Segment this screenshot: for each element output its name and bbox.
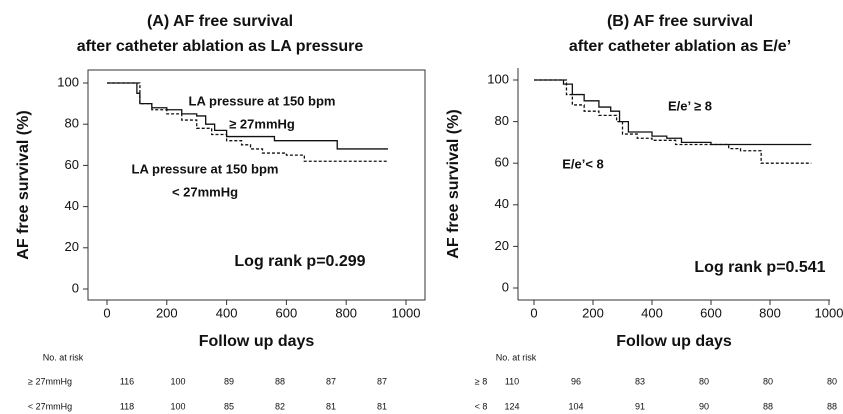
- risk-count: 100: [170, 401, 185, 411]
- x-tick-label: 0: [530, 305, 537, 320]
- x-tick-label: 0: [103, 305, 110, 320]
- chart-title: (A) AF free survival: [147, 13, 293, 30]
- y-tick-label: 80: [65, 116, 79, 131]
- risk-count: 87: [377, 376, 387, 386]
- x-tick-label: 800: [335, 305, 357, 320]
- annotation: E/e’ ≥ 8: [668, 98, 712, 113]
- y-tick-label: 0: [502, 279, 509, 294]
- y-tick-label: 100: [487, 71, 509, 86]
- chart-subtitle: after catheter ablation as E/e’: [569, 38, 791, 55]
- chart-title: (B) AF free survival: [607, 13, 753, 30]
- x-tick-label: 400: [216, 305, 238, 320]
- x-tick-label: 800: [759, 305, 781, 320]
- annotation: E/e’< 8: [562, 156, 604, 171]
- risk-count: 88: [275, 376, 285, 386]
- risk-count: 116: [120, 376, 134, 386]
- risk-count: 88: [763, 401, 773, 411]
- y-tick-label: 40: [65, 198, 79, 213]
- annotation: LA pressure at 150 bpm: [189, 93, 336, 108]
- y-tick-label: 20: [65, 239, 79, 254]
- risk-label: < 8: [475, 401, 488, 411]
- risk-count: 88: [827, 401, 837, 411]
- risk-count: 118: [120, 401, 134, 411]
- risk-count: 89: [224, 376, 234, 386]
- risk-count: 124: [504, 401, 519, 411]
- risk-count: 81: [377, 401, 387, 411]
- y-tick-label: 60: [495, 155, 509, 170]
- y-axis-label: AF free survival (%): [15, 110, 32, 259]
- y-tick-label: 60: [65, 157, 79, 172]
- y-tick-label: 40: [495, 196, 509, 211]
- annotation: < 27mmHg: [172, 184, 238, 199]
- x-tick-label: 400: [641, 305, 663, 320]
- risk-title: No. at risk: [43, 352, 84, 362]
- survival-curve: [107, 82, 389, 162]
- risk-count: 81: [326, 401, 336, 411]
- risk-count: 87: [326, 376, 336, 386]
- x-tick-label: 200: [156, 305, 178, 320]
- x-tick-label: 1000: [392, 305, 421, 320]
- risk-label: ≥ 27mmHg: [28, 376, 72, 386]
- risk-count: 85: [224, 401, 234, 411]
- log-rank: Log rank p=0.299: [234, 253, 365, 270]
- x-axis-label: Follow up days: [199, 333, 315, 350]
- log-rank: Log rank p=0.541: [694, 259, 825, 276]
- risk-count: 91: [635, 401, 645, 411]
- risk-label: < 27mmHg: [28, 401, 72, 411]
- risk-count: 100: [170, 376, 185, 386]
- risk-count: 82: [275, 401, 285, 411]
- risk-count: 104: [568, 401, 583, 411]
- risk-count: 90: [699, 401, 709, 411]
- risk-count: 80: [827, 376, 837, 386]
- y-tick-label: 20: [495, 238, 509, 253]
- x-tick-label: 600: [276, 305, 298, 320]
- y-axis-label: AF free survival (%): [445, 109, 462, 258]
- y-tick-label: 0: [72, 280, 79, 295]
- x-tick-label: 200: [582, 305, 604, 320]
- x-tick-label: 600: [700, 305, 722, 320]
- risk-count: 83: [635, 376, 645, 386]
- risk-count: 110: [505, 376, 519, 386]
- x-tick-label: 1000: [815, 305, 843, 320]
- y-tick-label: 80: [495, 113, 509, 128]
- x-axis-label: Follow up days: [616, 333, 732, 350]
- risk-count: 96: [571, 376, 581, 386]
- survival-curve: [534, 79, 812, 164]
- plot-frame: [87, 69, 426, 301]
- risk-title: No. at risk: [496, 352, 537, 362]
- chart-subtitle: after catheter ablation as LA pressure: [77, 38, 364, 55]
- risk-label: ≥ 8: [475, 376, 487, 386]
- survival-curve: [107, 82, 389, 150]
- risk-count: 80: [699, 376, 709, 386]
- survival-curve: [534, 79, 812, 146]
- annotation: ≥ 27mmHg: [229, 116, 295, 131]
- y-tick-label: 100: [57, 74, 79, 89]
- annotation: LA pressure at 150 bpm: [132, 161, 279, 176]
- risk-count: 80: [763, 376, 773, 386]
